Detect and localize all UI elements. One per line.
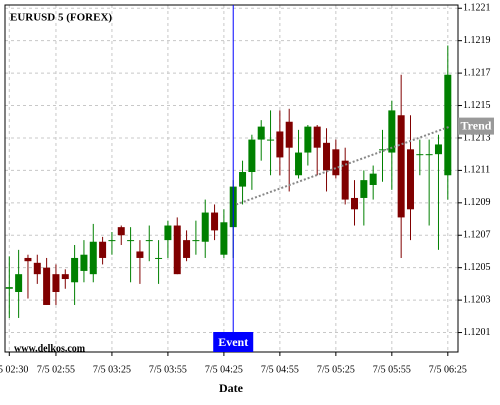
candle-body [220,222,228,255]
trend-box [458,117,494,135]
y-tick-label: 1.1213 [463,132,491,143]
x-tick-label: 7/5 03:25 [93,364,131,375]
x-tick-label: 7/5 04:55 [261,364,299,375]
candle-body [267,139,275,141]
candle-body [15,274,23,293]
event-label: Event [218,335,248,349]
x-tick-label: 7/5 02:30 [0,364,28,375]
chart-title: EURUSD 5 (FOREX) [10,12,112,24]
candle-body [360,180,368,198]
y-tick-label: 1.1209 [463,197,491,208]
candle-body [444,74,452,176]
y-tick-label: 1.1203 [463,294,491,305]
candle-body [388,110,396,153]
candle-body [313,126,321,148]
y-tick-label: 1.1219 [463,35,491,46]
candle-body [108,240,116,242]
x-tick-label: 7/5 05:25 [317,364,355,375]
candle-body [155,257,163,259]
candle-body [127,240,135,242]
candle-body [211,212,219,231]
candle-body [425,154,433,156]
candle-body [71,257,79,283]
candle-body [257,126,265,140]
trend-line [235,125,451,206]
watermark: www.delkos.com [14,343,86,354]
candle-body [24,257,32,262]
candle-body [43,267,51,305]
x-tick-label: 7/5 02:55 [37,364,75,375]
candle-body [183,240,191,258]
y-tick-label: 1.1211 [463,165,490,176]
candle-body [369,173,377,185]
event-box [213,332,254,352]
candle-body [285,121,293,148]
y-tick-label: 1.1217 [463,67,491,78]
y-tick-label: 1.1201 [463,327,491,338]
candle-body [332,149,340,176]
y-tick-label: 1.1205 [463,262,491,273]
x-tick-label: 7/5 03:55 [149,364,187,375]
candle-body [52,274,60,293]
candle-body [341,160,349,200]
candle-body [379,149,386,151]
trend-label: Trend [461,118,492,132]
candle-body [416,154,424,156]
y-tick-label: 1.1221 [463,3,491,14]
candle-body [192,240,200,242]
candle-body [145,240,153,242]
candle-body [5,287,13,289]
candle-body [397,115,405,218]
candle-body [201,212,209,242]
candle-body [351,197,359,210]
y-tick-label: 1.1215 [463,100,491,111]
candle-body [80,254,88,271]
candle-body [117,227,125,236]
candle-body [173,225,181,275]
candle-body [323,142,331,171]
candle-body [136,251,144,258]
candle-body [295,152,303,176]
x-tick-label: 7/5 04:25 [205,364,243,375]
candle-body [99,241,107,258]
candle-body [248,139,256,173]
x-tick-label: 7/5 06:25 [429,364,467,375]
candle-body [304,126,312,153]
x-axis-label: Date [219,381,244,395]
candle-body [276,131,284,158]
candle-body [406,149,414,210]
candle-body [61,274,69,280]
candle-body [33,262,41,275]
candle-body [434,144,442,155]
y-tick-label: 1.1207 [463,230,491,241]
x-tick-label: 7/5 05:55 [373,364,411,375]
candle-body [239,172,247,187]
candle-body [164,225,172,241]
candle-body [89,241,97,275]
